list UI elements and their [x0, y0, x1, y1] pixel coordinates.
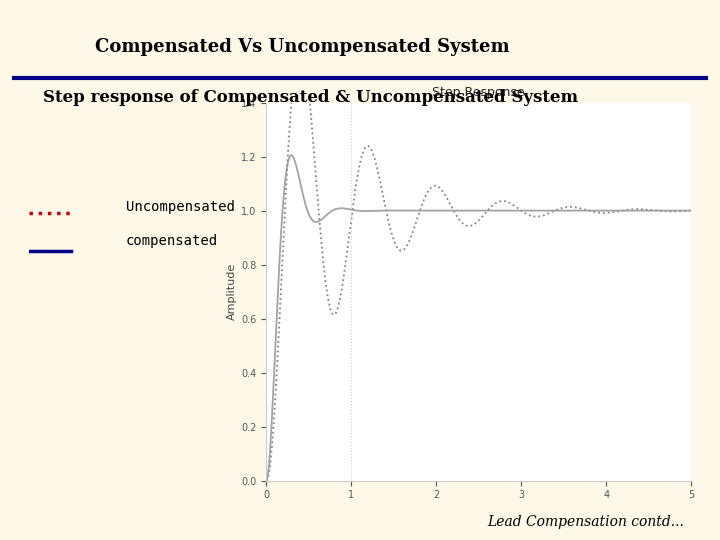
Text: Uncompensated: Uncompensated: [126, 200, 235, 214]
Text: Compensated Vs Uncompensated System: Compensated Vs Uncompensated System: [95, 38, 510, 56]
Text: compensated: compensated: [126, 234, 218, 248]
Text: Step response of Compensated & Uncompensated System: Step response of Compensated & Uncompens…: [43, 89, 578, 106]
Text: Lead Compensation contd...: Lead Compensation contd...: [487, 515, 684, 529]
Title: Step Response: Step Response: [433, 86, 525, 99]
Y-axis label: Amplitude: Amplitude: [227, 263, 237, 320]
